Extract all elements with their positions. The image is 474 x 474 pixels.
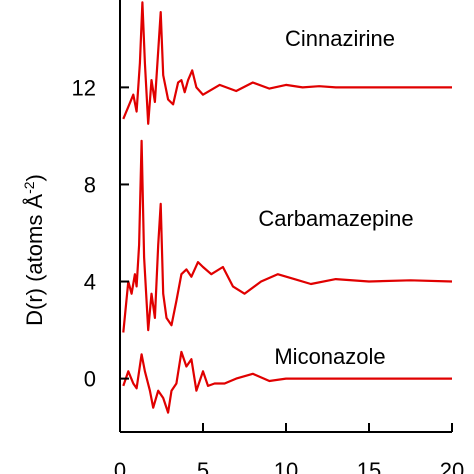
y-axis-title-close: ) xyxy=(22,174,47,181)
x-tick-label-0: 0 xyxy=(114,458,126,474)
series-line-cinnazirine xyxy=(122,1,452,125)
x-tick-label-20: 20 xyxy=(440,458,464,474)
series-labels-group: Cinnazirine Carbamazepine Miconazole xyxy=(258,26,413,369)
x-tick-label-5: 5 xyxy=(197,458,209,474)
x-tick-label-15: 15 xyxy=(357,458,381,474)
x-tick-label-10: 10 xyxy=(274,458,298,474)
series-line-miconazole xyxy=(122,350,452,414)
y-tick-label-12: 12 xyxy=(72,75,96,100)
y-tick-label-4: 4 xyxy=(84,270,96,295)
series-line-carbamazepine xyxy=(122,139,453,333)
series-label-carbamazepine: Carbamazepine xyxy=(258,206,413,231)
series-label-cinnazirine: Cinnazirine xyxy=(285,26,395,51)
curves-group xyxy=(122,1,453,414)
y-axis-title-superscript: -2 xyxy=(21,181,37,194)
series-label-miconazole: Miconazole xyxy=(274,344,385,369)
ticks-group: 0 5 10 15 20 0 4 8 12 xyxy=(72,75,465,474)
y-tick-label-0: 0 xyxy=(84,367,96,392)
y-tick-label-8: 8 xyxy=(84,172,96,197)
y-axis-title-main: D(r) (atoms Å xyxy=(22,194,47,326)
y-axis-title: D(r) (atoms Å-2) xyxy=(21,174,47,326)
